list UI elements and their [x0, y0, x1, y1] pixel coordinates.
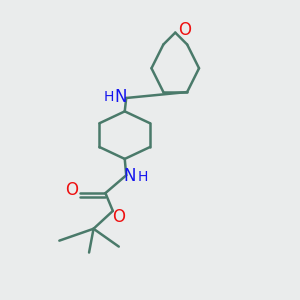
- Text: H: H: [137, 170, 148, 184]
- Text: O: O: [65, 181, 78, 199]
- Text: N: N: [115, 88, 127, 106]
- Text: O: O: [178, 21, 191, 39]
- Text: O: O: [112, 208, 125, 226]
- Text: H: H: [104, 90, 114, 104]
- Text: N: N: [123, 167, 135, 185]
